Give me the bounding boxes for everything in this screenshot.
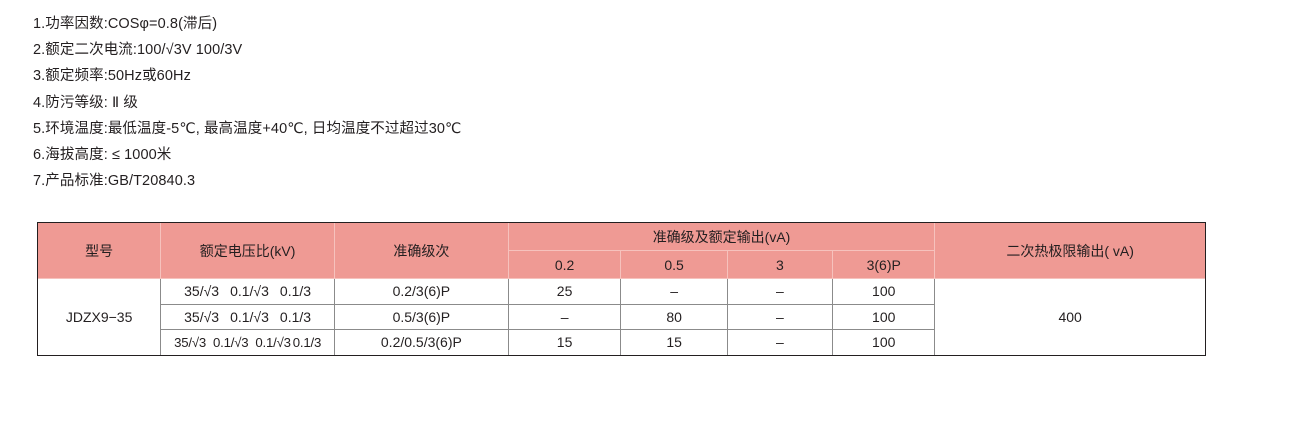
ratio-part: 0.1/√3 <box>230 308 269 325</box>
header-thermal-limit: 二次热极限输出( vA) <box>934 222 1206 279</box>
cell-thermal-limit: 400 <box>934 278 1206 356</box>
cell-output-3-6p: 100 <box>832 278 936 305</box>
ratio-part: 0.1/3 <box>279 308 312 325</box>
spec-line-4: 4.防污等级: Ⅱ 级 <box>33 94 138 111</box>
cell-output-3-6p: 100 <box>832 329 936 356</box>
ratio-part: 35/√3 <box>184 308 220 325</box>
cell-accuracy-class: 0.2/3(6)P <box>333 278 509 305</box>
subheader-class-0-5: 0.5 <box>620 250 728 279</box>
cell-voltage-ratio: 35/√3 0.1/√3 0.1/3 <box>160 278 335 305</box>
cell-voltage-ratio: 35/√3 0.1/√3 0.1/√3 0.1/3 <box>160 329 335 356</box>
cell-output-0-2: 25 <box>507 278 622 305</box>
spec-line-5: 5.环境温度:最低温度-5℃, 最高温度+40℃, 日均温度不过超过30℃ <box>33 120 462 137</box>
ratio-part: 0.1/√3 <box>230 283 269 300</box>
cell-output-0-5: 15 <box>620 329 728 356</box>
spec-line-3: 3.额定频率:50Hz或60Hz <box>33 68 191 85</box>
table-header: 型号 额定电压比(kV) 准确级次 准确级及额定输出(vA) 二次热极限输出( … <box>36 222 1206 279</box>
header-voltage-ratio: 额定电压比(kV) <box>160 222 335 279</box>
ratio-part: 35/√3 <box>184 283 220 300</box>
cell-accuracy-class: 0.2/0.5/3(6)P <box>333 329 509 356</box>
cell-output-3: – <box>726 303 834 330</box>
ratio-part: 0.1/3 <box>292 334 322 350</box>
cell-output-0-5: – <box>620 278 728 305</box>
table-row: JDZX9−35 35/√3 0.1/√3 0.1/3 0.2/3(6)P 25 –… <box>36 278 1206 356</box>
ratio-part: 35/√3 <box>174 334 206 350</box>
spec-line-1: 1.功率因数:COSφ=0.8(滞后) <box>33 16 218 32</box>
table-body: JDZX9−35 35/√3 0.1/√3 0.1/3 0.2/3(6)P 25 –… <box>36 278 1206 356</box>
table-row: 35/√3 0.1/√3 0.1/√3 0.1/3 0.2/0.5/3(6)P 15 … <box>38 329 1206 356</box>
ratio-part: 0.1/√3 <box>213 334 249 350</box>
ratio-part: 0.1/√3 <box>255 334 291 350</box>
subheader-class-0-2: 0.2 <box>507 250 622 279</box>
cell-output-0-2: – <box>507 303 622 330</box>
header-accuracy-class: 准确级次 <box>333 222 509 279</box>
specification-list: 1.功率因数:COSφ=0.8(滞后) 2.额定二次电流:100/√3V 100… <box>33 11 1133 194</box>
cell-output-3: – <box>726 278 834 305</box>
cell-voltage-ratio: 35/√3 0.1/√3 0.1/3 <box>160 303 335 330</box>
cell-output-3: – <box>726 329 834 356</box>
header-accuracy-group: 准确级及额定输出(vA) <box>507 222 936 251</box>
subheader-class-3: 3 <box>726 250 834 279</box>
table-header-row-primary: 型号 额定电压比(kV) 准确级次 准确级及额定输出(vA) 二次热极限输出( … <box>36 222 1206 279</box>
table-header-row-secondary: 0.2 0.5 3 3(6)P <box>38 250 1206 279</box>
cell-output-0-5: 80 <box>620 303 728 330</box>
spec-line-6: 6.海拔高度: ≤ 1000米 <box>33 147 172 164</box>
ratio-part: 0.1/3 <box>279 283 312 300</box>
spec-line-2: 2.额定二次电流:100/√3V 100/3V <box>33 42 243 59</box>
cell-accuracy-class: 0.5/3(6)P <box>333 303 509 330</box>
specification-table-container: 型号 额定电压比(kV) 准确级次 准确级及额定输出(vA) 二次热极限输出( … <box>36 222 1206 356</box>
spec-line-7: 7.产品标准:GB/T20840.3 <box>33 173 196 190</box>
cell-output-0-2: 15 <box>507 329 622 356</box>
specification-table: 型号 额定电压比(kV) 准确级次 准确级及额定输出(vA) 二次热极限输出( … <box>36 222 1206 356</box>
header-model: 型号 <box>36 222 162 279</box>
subheader-class-3-6p: 3(6)P <box>832 250 936 279</box>
cell-model: JDZX9−35 <box>36 278 162 356</box>
cell-output-3-6p: 100 <box>832 303 936 330</box>
